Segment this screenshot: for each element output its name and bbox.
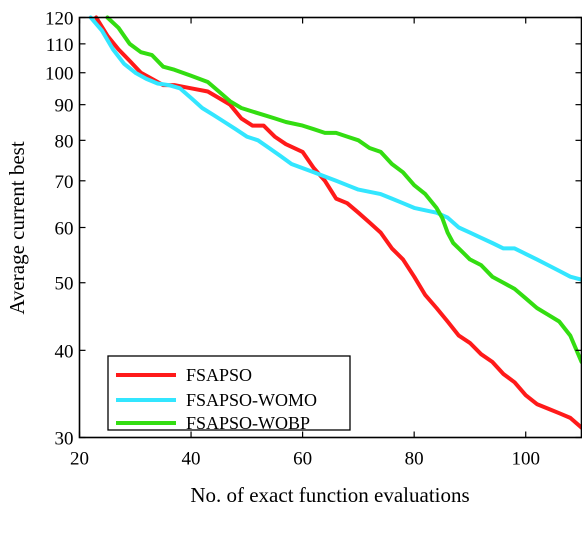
y-tick-label: 90 <box>55 96 74 117</box>
y-axis-label: Average current best <box>5 141 29 315</box>
legend-box <box>107 355 351 431</box>
x-tick-label: 80 <box>405 449 424 470</box>
x-tick-label: 60 <box>293 449 312 470</box>
legend: FSAPSO FSAPSO-WOMO FSAPSO-WOBP <box>107 355 351 433</box>
y-tick-label: 110 <box>46 35 74 56</box>
series-line-fsapso-womo <box>88 15 582 282</box>
legend-label-fsapso-wobp: FSAPSO-WOBP <box>186 413 310 433</box>
y-tick-label: 70 <box>55 172 74 193</box>
y-tick-label: 120 <box>45 9 74 30</box>
x-tick-label: 20 <box>70 449 89 470</box>
legend-label-fsapso-womo: FSAPSO-WOMO <box>186 390 317 410</box>
legend-label-fsapso: FSAPSO <box>186 365 252 385</box>
x-axis-label: No. of exact function evaluations <box>190 483 469 507</box>
y-tick-label: 50 <box>55 274 74 295</box>
series-line-fsapso-wobp <box>105 15 582 364</box>
y-tick-label: 80 <box>55 131 74 152</box>
y-tick-label: 60 <box>55 219 74 240</box>
y-tick-label: 30 <box>55 429 74 450</box>
y-tick-label: 40 <box>55 341 74 362</box>
x-tick-label: 100 <box>511 449 540 470</box>
x-tick-label: 40 <box>182 449 201 470</box>
y-tick-label: 100 <box>45 64 74 85</box>
series-layer <box>88 15 582 430</box>
tick-layer: 20 40 60 80 100 30 40 50 60 70 80 90 100 110 120 <box>45 9 582 470</box>
